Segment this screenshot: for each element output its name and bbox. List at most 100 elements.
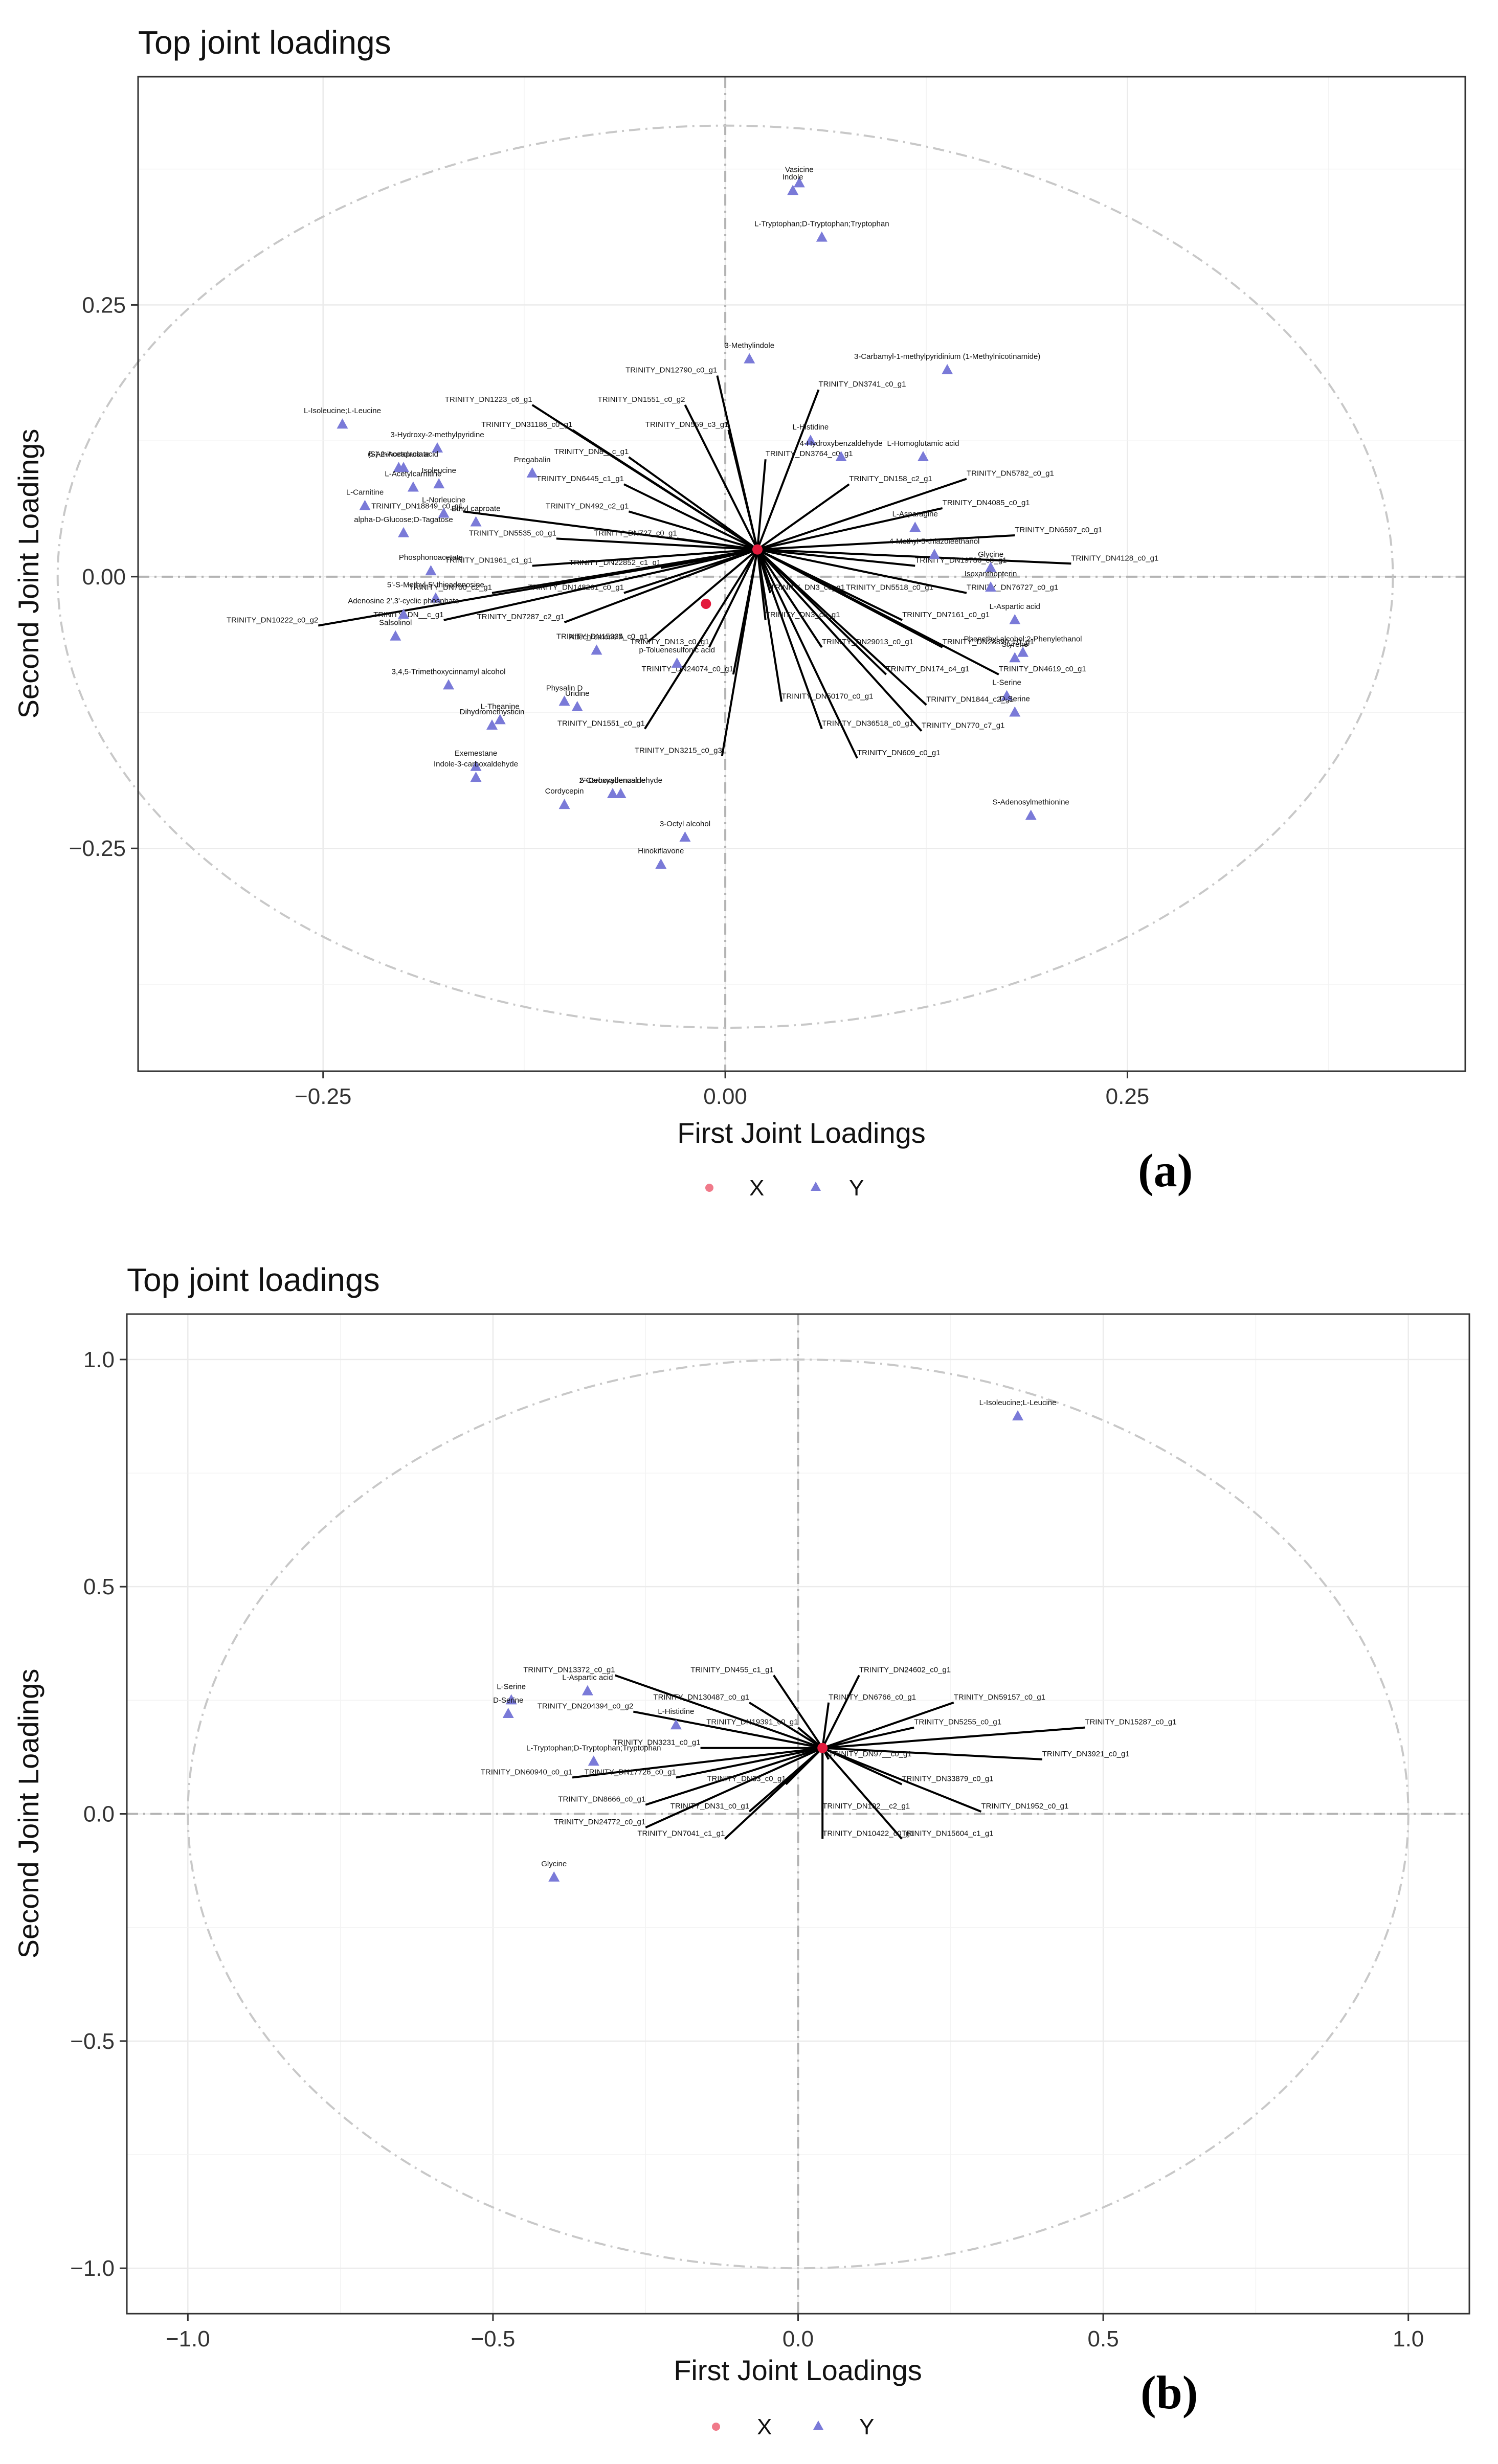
x-arrow: [443, 548, 758, 621]
x-arrow: [756, 549, 923, 732]
x-arrow: [644, 549, 758, 730]
y-point: [548, 1871, 560, 1882]
y-point-label: 5'-S-Methyl-5'-thioadenosine: [387, 580, 484, 589]
x-tick-label: 0.00: [703, 1084, 747, 1109]
y-point-label: Ethyl caproate: [452, 505, 501, 513]
y-point-label: L-Norleucine: [422, 496, 465, 505]
panel-b-correlation-circle: [187, 1358, 1410, 2270]
y-point-label: Styrene: [1001, 640, 1028, 649]
x-arrow: [756, 549, 823, 648]
x-arrow: [564, 548, 758, 623]
y-point: [1009, 614, 1021, 624]
x-label: TRINITY_DN727_c0_g1: [594, 529, 677, 537]
y-point-label: L-Aspartic acid: [562, 1674, 613, 1682]
x-arrow: [756, 549, 823, 730]
y-point: [615, 787, 627, 798]
x-tick-label: 0.5: [1088, 2326, 1119, 2352]
b-circle: [187, 1358, 1410, 2270]
y-point-label: Isoleucine: [421, 466, 456, 475]
x-label: TRINITY_DN15604_c1_g1: [902, 1829, 993, 1838]
x-label: TRINITY_DN7161_c0_g1: [902, 611, 990, 619]
y-point: [985, 561, 997, 572]
y-point-label: D-Serine: [493, 1696, 523, 1705]
x-arrow: [677, 537, 758, 551]
panel-b-y-axis-title: Second Joint Loadings: [12, 1669, 44, 1959]
x-arrow: [822, 1701, 954, 1749]
panel-b-reference-lines: [127, 1314, 1469, 2314]
y-tick-label: −0.25: [69, 836, 126, 861]
x-arrow: [318, 548, 758, 627]
panel-a-label: (a): [1138, 1144, 1193, 1196]
y-point-label: (S)-2-Acetolactate: [368, 450, 430, 459]
x-label: TRINITY_DN22852_c1_g1: [569, 558, 661, 567]
x-arrow: [532, 548, 758, 567]
panel-b-label: (b): [1141, 2366, 1198, 2418]
panel-b-arrows: [572, 1674, 1085, 1840]
y-tick-label: −0.5: [70, 2029, 115, 2054]
x-arrow: [756, 459, 767, 550]
x-label: TRINITY_DN50170_c0_g1: [781, 692, 873, 700]
panel-a-x-labels: TRINITY_DN12790_c0_g1 TRINITY_DN3741_c0_g…: [227, 366, 1158, 757]
x-label: TRINITY_DN3921_c0_g1: [1042, 1750, 1130, 1758]
x-arrow: [623, 483, 758, 551]
y-point: [835, 450, 847, 461]
y-point: [571, 700, 583, 711]
x-label: TRINITY_DN6597_c0_g1: [1015, 526, 1102, 534]
x-tick-label: 0.25: [1106, 1084, 1150, 1109]
y-point: [432, 442, 443, 453]
y-point: [670, 1719, 682, 1730]
panel-a-center-points: [701, 544, 763, 609]
y-point-label: L-Tryptophan;D-Tryptophan;Tryptophan: [754, 220, 889, 229]
y-point: [558, 799, 570, 809]
x-arrow: [757, 548, 967, 594]
x-arrow: [572, 429, 758, 551]
y-point: [470, 516, 482, 527]
y-point: [582, 1685, 593, 1696]
x-arrow: [822, 1726, 1085, 1749]
x-arrow: [756, 483, 850, 551]
y-point: [679, 831, 691, 842]
y-point-label: L-Serine: [992, 679, 1021, 687]
x-label: TRINITY_DN6766_c0_g1: [829, 1693, 916, 1702]
y-point: [804, 435, 816, 445]
x-arrow: [647, 549, 758, 643]
x-label: TRINITY_DN700_c2_g1: [409, 583, 492, 592]
x-label: TRINITY_DN10222_c0_g2: [227, 616, 318, 624]
x-arrow: [821, 1747, 903, 1840]
y-point: [443, 679, 455, 690]
x-label: TRINITY_DN148261_c0_g1: [528, 583, 624, 592]
x-label: TRINITY_DN3_c0_g1: [770, 583, 845, 592]
x-label: TRINITY_DN770_c7_g1: [922, 721, 1005, 730]
x-arrow: [756, 549, 783, 702]
x-arrow: [684, 404, 758, 550]
x-arrow: [727, 429, 758, 550]
panel-b-center-points: [817, 1743, 828, 1753]
x-label: TRINITY_DN15287_c0_g1: [1085, 1718, 1176, 1727]
x-label: TRINITY_DN13372_c0_g1: [523, 1665, 615, 1674]
x-arrow: [645, 1747, 823, 1828]
y-point-label: 5'-Deoxyadenosine: [580, 776, 645, 785]
y-point: [470, 772, 482, 782]
panel-a-legend-x-label: X: [749, 1176, 764, 1201]
y-tick-label: 0.25: [82, 292, 126, 318]
y-point: [390, 630, 401, 641]
y-point-label: L-Isoleucine;L-Leucine: [979, 1398, 1057, 1407]
y-point-label: Attechromone A: [569, 632, 624, 641]
x-label: TRINITY_DN4128_c0_g1: [1071, 554, 1158, 562]
panel-b-legend: X Y: [712, 2414, 874, 2439]
y-point-label: p-Toluenesulfonic acid: [639, 646, 715, 654]
x-arrow: [645, 1747, 823, 1806]
y-point: [526, 467, 538, 478]
x-arrow: [757, 507, 943, 551]
x-label: TRINITY_DN609_c0_g1: [857, 749, 941, 757]
x-label: TRINITY_DN33879_c0_g1: [902, 1775, 993, 1783]
x-arrow: [572, 1747, 823, 1779]
x-label: TRINITY_DN130487_c0_g1: [653, 1693, 749, 1702]
x-arrow: [614, 1674, 823, 1749]
y-tick-label: 0.5: [83, 1574, 115, 1599]
x-label: TRINITY_DN3_c0_g1: [766, 611, 840, 619]
y-point: [1009, 652, 1021, 663]
y-point-label: L-Serine: [497, 1682, 526, 1691]
y-point: [502, 1708, 514, 1718]
